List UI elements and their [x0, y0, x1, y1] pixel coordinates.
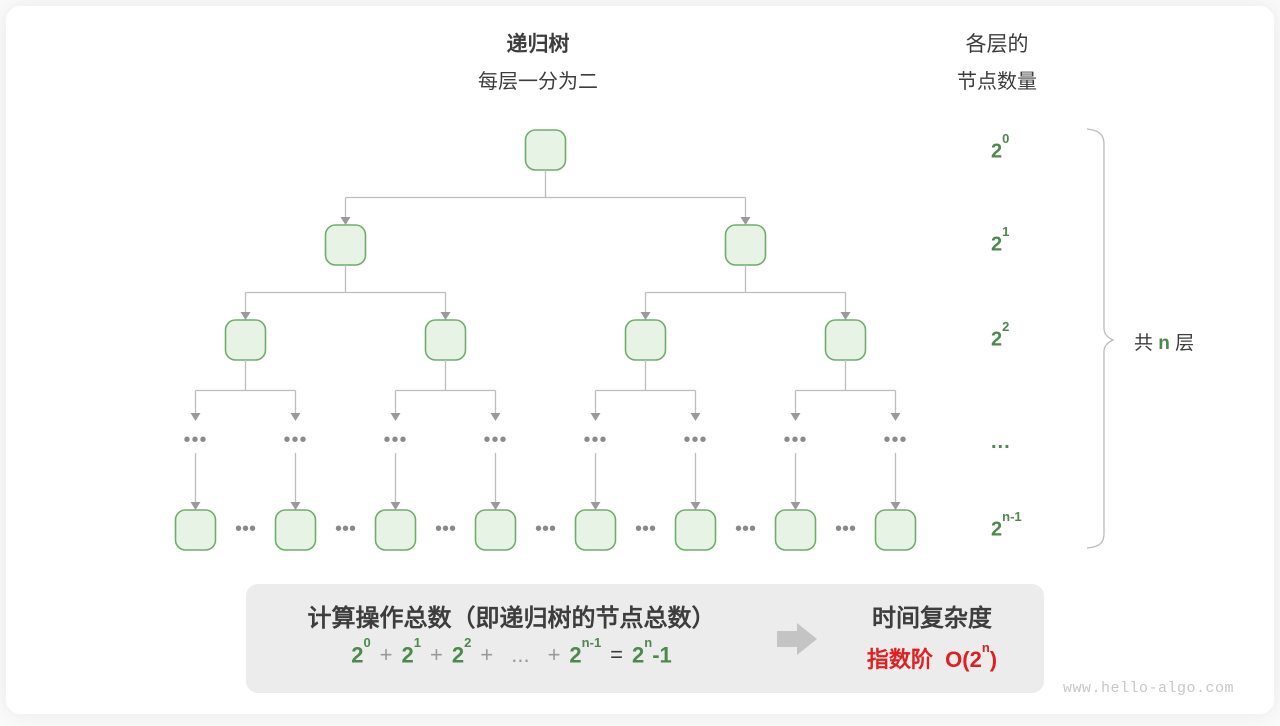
- svg-text:•••: •••: [883, 429, 907, 451]
- svg-text:•••: •••: [835, 518, 856, 540]
- svg-text:•••: •••: [535, 518, 556, 540]
- svg-text:•••: •••: [735, 518, 756, 540]
- svg-text:•••: •••: [435, 518, 456, 540]
- svg-text:•••: •••: [583, 429, 607, 451]
- svg-text:•••: •••: [783, 429, 807, 451]
- svg-text:•••: •••: [235, 518, 256, 540]
- svg-text:•••: •••: [383, 429, 407, 451]
- svg-text:•••: •••: [283, 429, 307, 451]
- svg-text:•••: •••: [683, 429, 707, 451]
- svg-text:•••: •••: [483, 429, 507, 451]
- svg-text:•••: •••: [635, 518, 656, 540]
- svg-text:•••: •••: [335, 518, 356, 540]
- svg-text:•••: •••: [183, 429, 207, 451]
